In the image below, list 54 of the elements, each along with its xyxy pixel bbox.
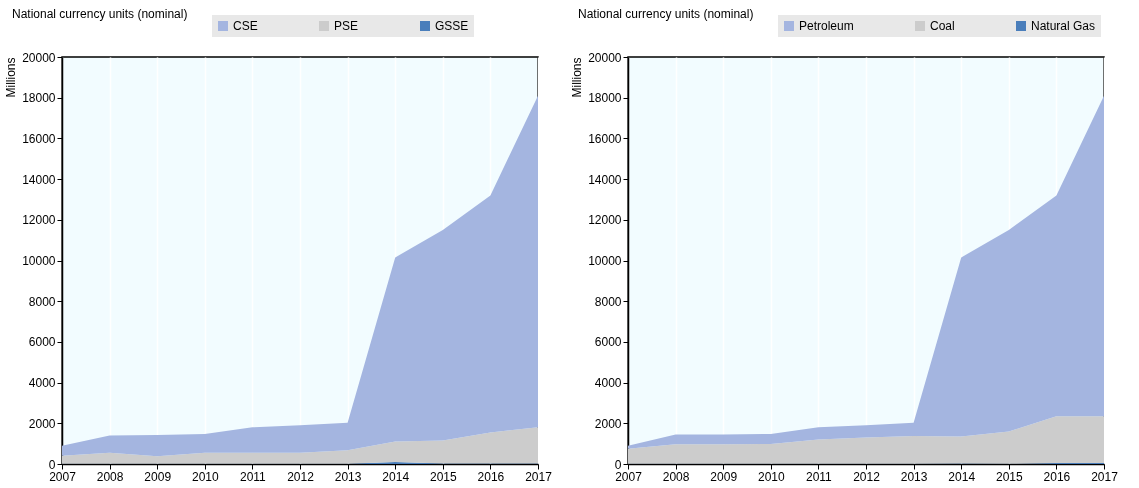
y-tick-label: 14000: [22, 172, 56, 187]
y-tick-label: 16000: [588, 131, 622, 146]
legend-label: CSE: [233, 19, 258, 33]
x-tick-label: 2011: [805, 469, 833, 484]
x-tick-label: 2016: [1043, 469, 1071, 484]
legend-label: Petroleum: [799, 19, 854, 33]
x-tick-label: 2010: [191, 469, 219, 484]
x-tick-label: 2010: [757, 469, 785, 484]
x-tick-label: 2014: [948, 469, 976, 484]
y-tick-label: 0: [48, 457, 56, 472]
x-tick-label: 2011: [239, 469, 267, 484]
y-tick-label: 18000: [22, 91, 56, 106]
y-tick-label: 8000: [594, 294, 622, 309]
y-tick-label: 4000: [594, 376, 622, 391]
y-tick-label: 6000: [594, 335, 622, 350]
y-tick-label: 2000: [594, 416, 622, 431]
x-tick-label: 2013: [334, 469, 362, 484]
y-tick-label: 10000: [22, 254, 56, 268]
legend-label: GSSE: [435, 19, 469, 33]
x-tick-label: 2009: [710, 469, 738, 484]
x-tick-label: 2012: [853, 469, 881, 484]
x-tick-label: 2008: [662, 469, 690, 484]
y-tick-label: 12000: [22, 213, 56, 228]
x-tick-label: 2017: [525, 469, 553, 484]
y-tick-label: 18000: [588, 91, 622, 106]
x-tick-label: 2017: [1091, 469, 1119, 484]
y-tick-label: 14000: [588, 172, 622, 187]
y-tick-label: 20000: [22, 50, 56, 65]
y-tick-label: 0: [614, 457, 622, 472]
y-tick-label: 16000: [22, 131, 56, 146]
text: National currency units (nominal): [12, 7, 188, 21]
x-tick-label: 2015: [995, 469, 1023, 484]
legend-label: Coal: [930, 19, 955, 33]
x-tick-label: 2009: [144, 469, 172, 484]
legend-label: Natural Gas: [1031, 19, 1096, 33]
y-axis-title: Millions: [4, 57, 19, 98]
x-tick-label: 2012: [287, 469, 315, 484]
y-tick-label: 20000: [588, 50, 622, 65]
y-tick-label: 2000: [28, 416, 56, 431]
x-tick-label: 2007: [615, 469, 643, 484]
y-axis-title: Millions: [570, 57, 585, 98]
x-tick-label: 2013: [900, 469, 928, 484]
y-tick-label: 10000: [588, 254, 622, 268]
text: National currency units (nominal): [578, 7, 754, 21]
x-tick-label: 2007: [49, 469, 77, 484]
legend-label: PSE: [334, 19, 359, 33]
y-tick-label: 4000: [28, 376, 56, 391]
y-tick-label: 12000: [588, 213, 622, 228]
x-tick-label: 2015: [429, 469, 457, 484]
y-tick-label: 6000: [28, 335, 56, 350]
x-tick-label: 2014: [382, 469, 410, 484]
y-tick-label: 8000: [28, 294, 56, 309]
x-tick-label: 2016: [477, 469, 505, 484]
x-tick-label: 2008: [96, 469, 124, 484]
